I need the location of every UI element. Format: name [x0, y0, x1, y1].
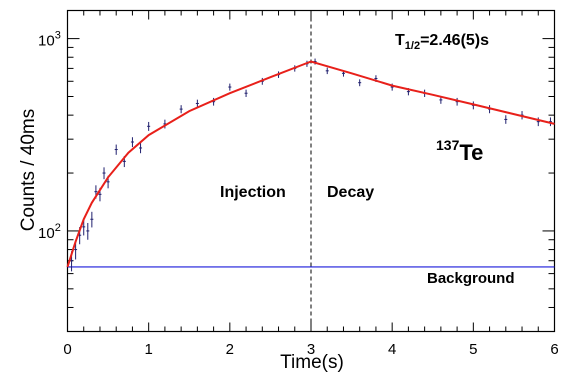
y-tick-label: 102: [38, 222, 61, 242]
data-point: [536, 117, 540, 127]
background-label: Background: [427, 270, 515, 287]
x-tick-labels: 0 1 2 3 4 5 6: [63, 341, 558, 358]
data-point: [195, 99, 199, 108]
x-axis-title: Time(s): [280, 352, 344, 373]
x-tick-label: 5: [469, 341, 477, 358]
x-tick-label: 6: [550, 341, 558, 358]
decay-label: Decay: [327, 184, 374, 201]
isotope-label: 137Te: [436, 137, 483, 165]
data-point: [325, 67, 329, 75]
data-point: [358, 79, 362, 87]
data-point: [179, 105, 183, 114]
y-tick-labels: 102 103: [38, 30, 61, 242]
x-tick-label: 1: [144, 341, 152, 358]
x-tick-label: 4: [388, 341, 396, 358]
x-tick-label: 0: [63, 341, 71, 358]
data-point: [228, 83, 232, 91]
data-point: [114, 144, 118, 155]
x-tick-label: 3: [307, 341, 315, 358]
axis-ticks: [67, 10, 555, 332]
data-point: [504, 115, 508, 124]
x-tick-label: 2: [226, 341, 234, 358]
injection-label: Injection: [220, 184, 286, 201]
data-point: [86, 222, 90, 240]
data-point: [139, 143, 143, 154]
y-axis-title: Counts / 40ms: [18, 109, 39, 232]
y-tick-label: 103: [38, 30, 61, 50]
data-point: [90, 211, 94, 228]
data-point: [130, 137, 134, 148]
half-life-label: T1/2=2.46(5)s: [395, 32, 489, 52]
fit-curve: [66, 60, 555, 268]
data-point: [102, 167, 106, 180]
data-point: [244, 89, 248, 97]
data-point: [147, 121, 151, 131]
